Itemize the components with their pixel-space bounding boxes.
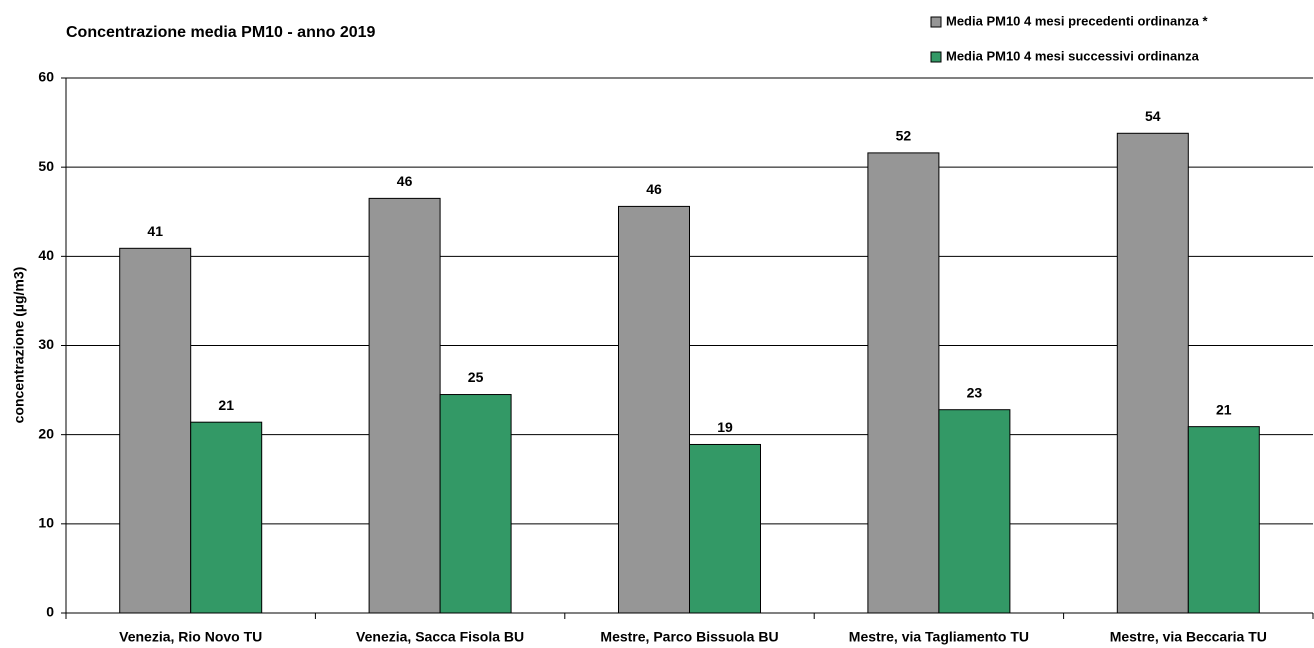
bar [190,421,263,614]
y-tick-label: 20 [38,425,54,441]
x-tick-label: Mestre, via Tagliamento TU [849,629,1029,645]
x-tick-label: Mestre, Parco Bissuola BU [600,629,778,645]
chart-title: Concentrazione media PM10 - anno 2019 [66,24,376,41]
y-tick-label: 0 [46,604,54,620]
x-tick-label: Venezia, Sacca Fisola BU [356,629,524,645]
value-label: 19 [717,419,733,435]
legend-swatch [930,51,942,63]
value-label: 21 [218,397,234,413]
bar [689,443,761,614]
bar [618,205,690,614]
y-tick-label: 10 [38,515,54,531]
y-axis-label: concentrazione (µg/m3) [11,267,27,424]
bar [119,247,192,614]
value-label: 25 [468,369,484,385]
value-label: 54 [1145,108,1161,124]
bar [1116,132,1189,614]
value-label: 46 [646,181,662,197]
legend-label: Media PM10 4 mesi successivi ordinanza [946,48,1200,63]
bar [439,394,512,614]
value-label: 46 [397,173,413,189]
value-label: 21 [1216,401,1232,417]
y-tick-label: 60 [38,69,54,85]
y-tick-label: 30 [38,336,54,352]
value-label: 23 [967,384,983,400]
x-tick-label: Mestre, via Beccaria TU [1110,629,1267,645]
value-label: 41 [147,223,163,239]
bar [938,409,1011,614]
y-tick-label: 40 [38,247,54,263]
bar [867,152,940,614]
y-tick-label: 50 [38,158,54,174]
value-label: 52 [896,128,912,144]
bar [368,197,441,614]
legend-label: Media PM10 4 mesi precedenti ordinanza * [946,13,1208,28]
x-tick-label: Venezia, Rio Novo TU [119,629,262,645]
legend-swatch [930,16,942,28]
bar [1187,426,1260,614]
